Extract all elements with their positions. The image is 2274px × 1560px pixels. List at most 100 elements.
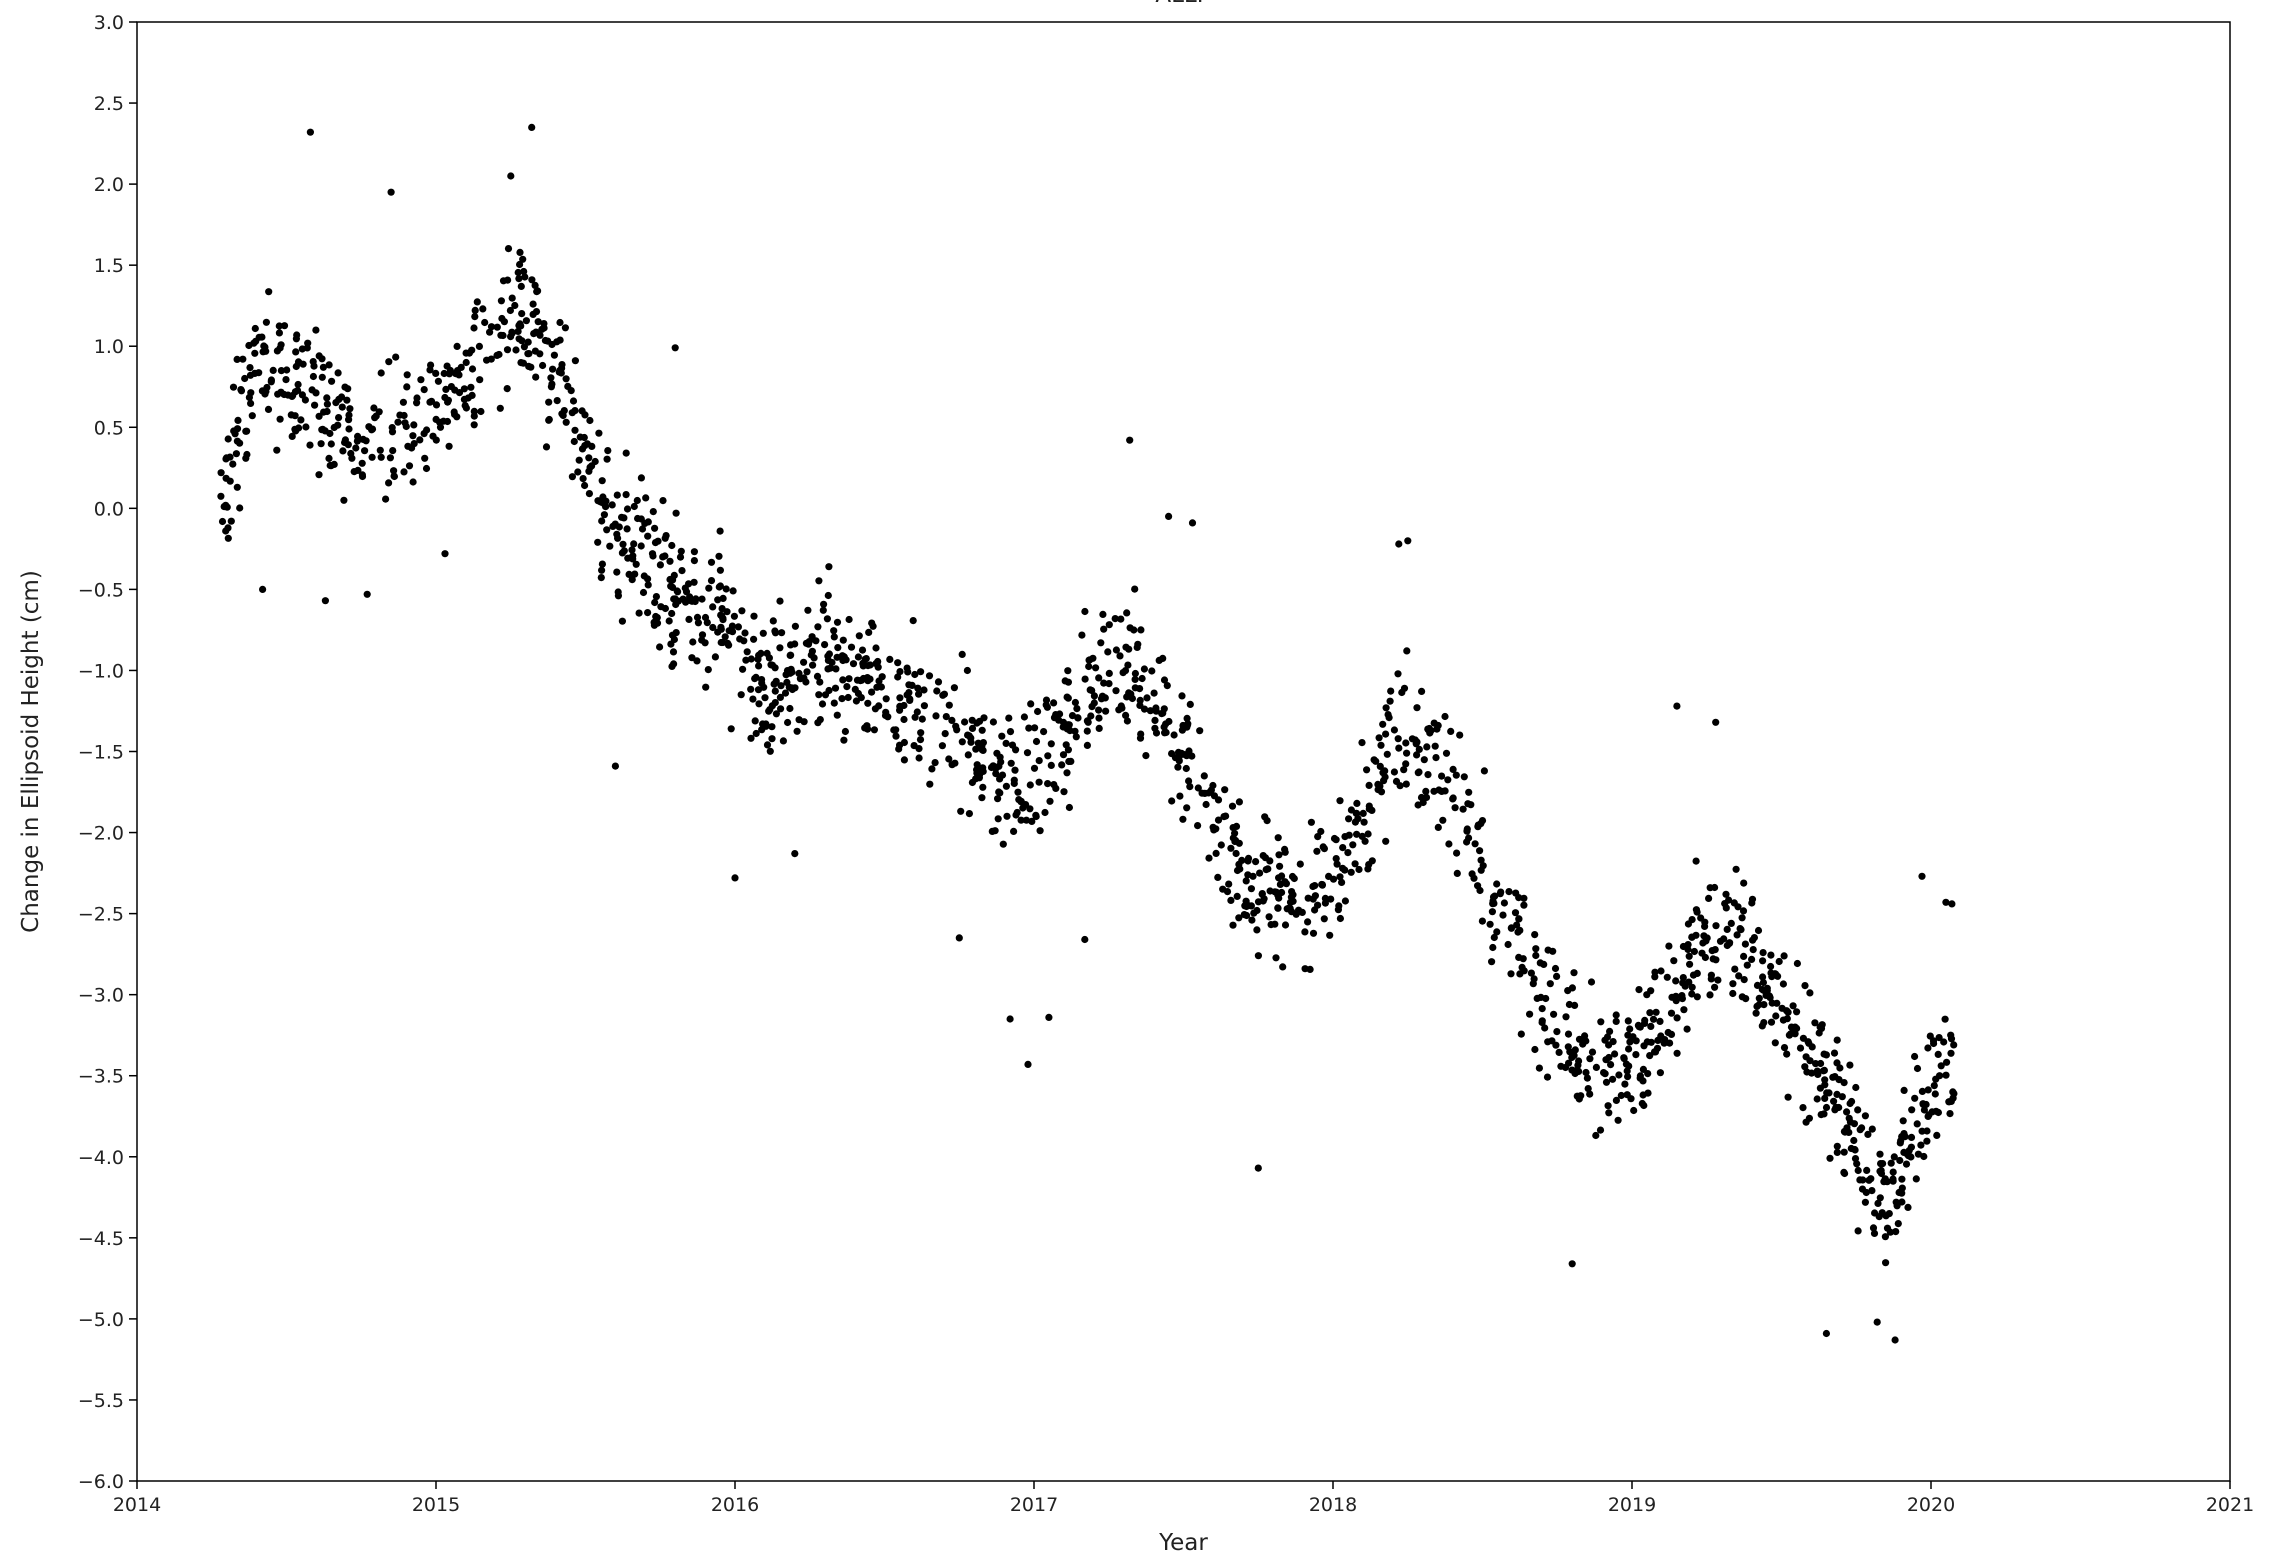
data-point: [1684, 920, 1692, 928]
data-point: [1160, 705, 1168, 713]
data-point: [311, 401, 319, 409]
data-point: [534, 287, 542, 295]
data-point: [568, 473, 577, 481]
data-point: [673, 587, 681, 595]
data-point: [622, 491, 630, 499]
data-point: [1438, 772, 1446, 780]
data-point: [376, 446, 384, 454]
data-point: [1907, 1133, 1916, 1141]
data-point: [1449, 765, 1457, 774]
data-point: [1649, 1015, 1658, 1023]
data-point: [900, 738, 909, 747]
data-point: [751, 675, 759, 683]
data-point: [312, 326, 320, 334]
data-point: [1923, 1127, 1931, 1135]
data-point: [1772, 1012, 1780, 1020]
data-point: [1254, 952, 1262, 960]
data-point: [614, 592, 623, 600]
data-point: [1783, 1050, 1791, 1058]
data-point: [1433, 725, 1441, 733]
data-point: [1947, 1049, 1955, 1057]
data-point: [1821, 1081, 1829, 1089]
data-point: [1061, 677, 1069, 685]
data-point: [771, 699, 779, 707]
data-point: [1227, 844, 1235, 852]
data-point: [236, 504, 244, 512]
data-point: [519, 255, 527, 263]
data-point: [1877, 1160, 1885, 1168]
data-point: [1500, 899, 1508, 907]
data-point: [1090, 692, 1098, 700]
data-point: [1732, 865, 1740, 873]
data-point: [1390, 726, 1398, 734]
data-point: [1165, 717, 1173, 726]
data-point: [637, 474, 646, 482]
data-point: [325, 361, 333, 369]
data-point: [652, 593, 661, 601]
data-point: [1896, 1156, 1904, 1165]
data-point: [1733, 931, 1741, 939]
data-point: [561, 324, 570, 332]
data-point: [481, 318, 489, 327]
data-point: [717, 638, 725, 647]
data-point: [1214, 796, 1223, 804]
data-point: [1047, 740, 1055, 748]
data-point: [532, 328, 540, 336]
data-point: [1451, 804, 1459, 812]
data-point: [1644, 1070, 1652, 1078]
data-point: [1540, 960, 1548, 969]
data-point: [1212, 849, 1220, 858]
data-point: [603, 455, 611, 463]
y-tick-label: 1.5: [94, 255, 124, 277]
data-point: [1714, 976, 1722, 984]
data-point: [701, 639, 709, 647]
data-point: [855, 632, 863, 640]
data-point: [1194, 822, 1202, 830]
data-point: [611, 762, 620, 770]
data-point: [275, 322, 283, 330]
data-point: [1861, 1198, 1869, 1206]
data-point: [1646, 1009, 1654, 1017]
data-point: [678, 567, 686, 575]
y-tick-label: 2.0: [94, 174, 124, 196]
data-point: [1260, 895, 1268, 903]
data-point: [1640, 1101, 1648, 1110]
data-point: [470, 421, 478, 429]
data-point: [1898, 1198, 1906, 1206]
data-point: [1408, 735, 1416, 743]
data-point: [611, 520, 619, 528]
data-point: [1889, 1168, 1897, 1176]
data-point: [1003, 812, 1011, 820]
data-point: [1584, 1085, 1592, 1093]
data-point: [1890, 1153, 1898, 1161]
data-point: [1249, 872, 1257, 880]
data-point: [1882, 1259, 1890, 1267]
data-point: [1775, 957, 1783, 966]
data-point: [1854, 1227, 1862, 1235]
data-point: [1274, 904, 1282, 912]
data-point: [1919, 1100, 1927, 1108]
data-point: [1833, 1142, 1841, 1150]
data-point: [729, 587, 737, 595]
data-point: [1126, 436, 1134, 444]
chart-title: ALLP: [1155, 0, 1210, 8]
data-point: [1804, 1038, 1812, 1046]
data-point: [1002, 782, 1011, 790]
data-point: [1680, 1006, 1688, 1014]
data-point: [1738, 993, 1746, 1001]
data-point: [980, 714, 988, 722]
data-point: [1785, 1031, 1793, 1039]
x-axis-title: Year: [1158, 1530, 1208, 1556]
data-point: [1546, 980, 1554, 988]
data-point: [1301, 928, 1309, 936]
data-point: [1541, 1024, 1549, 1032]
data-point: [668, 609, 676, 618]
data-point: [1163, 682, 1171, 690]
data-point: [791, 622, 800, 630]
data-point: [1244, 902, 1252, 910]
data-point: [979, 783, 987, 791]
data-point: [1463, 825, 1471, 833]
data-point: [634, 514, 642, 523]
data-point: [1430, 719, 1438, 727]
